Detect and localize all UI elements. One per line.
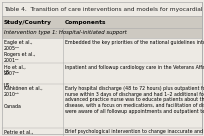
- Text: Brief psychological intervention to change inaccurate and negative illness perce: Brief psychological intervention to chan…: [65, 129, 204, 134]
- Text: Embedded the key priorities of the national guidelines into acute MI care.: Embedded the key priorities of the natio…: [65, 40, 204, 45]
- Text: Ho et al.,
2007²²

US: Ho et al., 2007²² US: [4, 65, 26, 88]
- Bar: [2, 128, 202, 136]
- Bar: [2, 28, 202, 38]
- Bar: [2, 2, 202, 16]
- Text: Eagle et al.,
2005²⁰
Rogers et al.,
2001²¹

US: Eagle et al., 2005²⁰ Rogers et al., 2001…: [4, 40, 35, 75]
- Text: Early hospital discharge (48 to 72 hours) plus outpatient followup with an advan: Early hospital discharge (48 to 72 hours…: [65, 86, 204, 114]
- Text: Intervention type 1: Hospital-initiated support: Intervention type 1: Hospital-initiated …: [4, 30, 127, 35]
- Bar: [2, 16, 202, 28]
- Text: Inpatient and followup cardiology care in the Veterans Affairs hospital.: Inpatient and followup cardiology care i…: [65, 65, 204, 70]
- Bar: [2, 38, 202, 63]
- Text: Kähkönen et al.,
2010²³

Canada: Kähkönen et al., 2010²³ Canada: [4, 86, 43, 109]
- Bar: [2, 63, 202, 84]
- Text: Components: Components: [65, 20, 107, 25]
- Bar: [2, 84, 202, 128]
- Text: Table 4.  Transition of care interventions and models for myocardial infarction.: Table 4. Transition of care intervention…: [4, 7, 204, 12]
- Text: Petrie et al.,: Petrie et al.,: [4, 129, 33, 134]
- Text: Study/Country: Study/Country: [4, 20, 52, 25]
